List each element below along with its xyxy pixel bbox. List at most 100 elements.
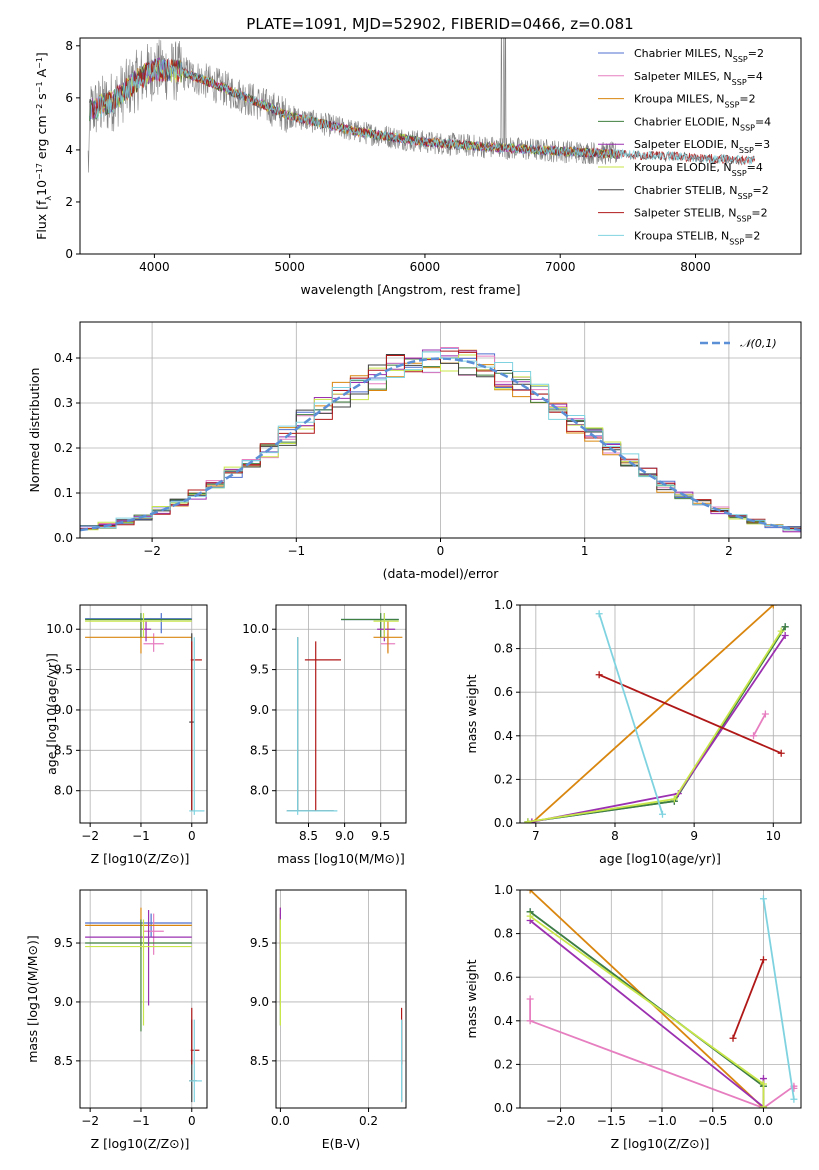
errorbar-point-8	[189, 637, 205, 815]
histogram-8	[80, 351, 801, 531]
x-tick-label: −2.0	[546, 1114, 575, 1128]
errorbar-point-6	[286, 637, 334, 812]
weight-series-5	[526, 912, 767, 1108]
x-tick-label: −1	[132, 1114, 150, 1128]
legend-entry: Salpeter STELIB, NSSP=2	[634, 207, 768, 224]
weight-series-4	[528, 632, 789, 823]
errorbar-point-7	[304, 641, 341, 811]
weight-marker	[781, 632, 789, 640]
weight-marker	[729, 1034, 737, 1042]
y-tick-label: 1.0	[494, 883, 513, 897]
residuals-panel: −2 −1 0 1 2 0.0 0.1 0.2 0.3 0.4 𝒩(0,1) (data-model)…	[27, 321, 802, 581]
y-tick-label: 6	[65, 91, 73, 105]
x-tick-label: −1.0	[647, 1114, 676, 1128]
errorbar-point-5	[373, 613, 399, 638]
x-tick-label: 7000	[545, 260, 576, 274]
errorbar-point-0	[341, 613, 399, 634]
y-tick-label: 0.3	[54, 396, 73, 410]
legend-entry: Kroupa MILES, NSSP=2	[634, 93, 756, 110]
weight-marker	[759, 1103, 767, 1108]
weight-marker	[526, 912, 534, 920]
x-tick-label: −2	[81, 1114, 99, 1128]
y-tick-label: 9.5	[54, 936, 73, 950]
y-tick-label: 0.4	[494, 1014, 513, 1028]
y-tick-label: 0.2	[494, 772, 513, 786]
y-tick-label: 0.0	[494, 1101, 513, 1115]
x-axis-label: Z [log10(Z/Z⊙)]	[91, 1136, 190, 1151]
x-axis-label: wavelength [Angstrom, rest frame]	[300, 282, 520, 297]
model-spectrum-8	[94, 58, 756, 165]
axes-frame	[275, 604, 407, 824]
x-tick-label: 0	[437, 544, 445, 558]
x-axis-label: mass [log10(M/M⊙)]	[277, 851, 405, 866]
weight-line	[598, 613, 664, 815]
mass-vs-ebv-panel: 0.0 0.2 8.5 9.0 9.5 E(B-V)	[250, 889, 407, 1151]
plot-area	[85, 613, 205, 815]
plot-area	[87, 38, 756, 173]
plot-area	[80, 347, 801, 533]
x-tick-label: 2	[725, 544, 733, 558]
errorbar-point-8	[286, 637, 338, 815]
axes-frame	[519, 604, 802, 824]
legend-entry: Salpeter ELODIE, NSSP=3	[634, 138, 770, 155]
y-tick-label: 10.0	[46, 622, 73, 636]
errorbar-point-4	[377, 621, 396, 642]
weight-marker	[750, 732, 758, 740]
errorbar-point-2	[373, 621, 403, 654]
x-tick-label: −1	[287, 544, 305, 558]
axes-frame	[79, 889, 208, 1109]
plot-area	[85, 907, 202, 1103]
y-tick-label: 8.5	[54, 743, 73, 757]
weight-series-2	[528, 605, 777, 823]
weight-marker	[526, 1017, 534, 1025]
weight-marker	[595, 671, 603, 679]
errorbar-point-0	[85, 613, 192, 634]
axes-frame	[275, 889, 407, 1109]
plot-area	[524, 605, 789, 823]
errorbar-point-2	[85, 621, 192, 654]
weight-marker	[595, 610, 603, 618]
weight-marker	[670, 795, 678, 803]
y-tick-label: 0.6	[494, 685, 513, 699]
massweight-vs-age-panel: 7 8 9 10 0.0 0.2 0.4 0.6 0.8 1.0 age [log10(age/yr…	[464, 598, 802, 866]
y-tick-label: 9.5	[250, 663, 269, 677]
legend-entry: 𝒩(0,1)	[740, 337, 777, 350]
x-tick-label: 6000	[410, 260, 441, 274]
errorbar-point-5	[85, 613, 192, 638]
weight-line	[531, 634, 786, 823]
y-tick-label: 9.5	[54, 663, 73, 677]
weight-marker	[769, 605, 777, 609]
y-tick-label: 2	[65, 195, 73, 209]
y-tick-label: 10.0	[242, 622, 269, 636]
weight-series-4	[526, 917, 767, 1108]
x-axis-label: age [log10(age/yr)]	[599, 851, 721, 866]
plot-area	[279, 907, 403, 1103]
weight-line	[598, 673, 782, 755]
y-tick-label: 8.0	[54, 784, 73, 798]
y-tick-label: 9.0	[54, 995, 73, 1009]
errorbar-point-1	[143, 913, 164, 955]
x-tick-label: 0.0	[271, 1114, 290, 1128]
legend-entry: Kroupa ELODIE, NSSP=4	[634, 161, 763, 178]
y-tick-label: 8.5	[250, 1054, 269, 1068]
spectrum-panel: 4000 5000 6000 7000 8000 0 2 4 6 8 wavelength [Ang…	[34, 37, 802, 297]
legend-entry: Salpeter MILES, NSSP=4	[634, 70, 763, 87]
weight-marker	[759, 956, 767, 964]
y-tick-label: 0.2	[54, 441, 73, 455]
weight-line	[762, 898, 795, 1100]
weight-marker	[658, 810, 666, 818]
plot-area	[526, 890, 798, 1108]
errorbar-point-1	[143, 633, 164, 652]
legend-entry: Chabrier MILES, NSSP=2	[634, 47, 764, 64]
plot-area	[286, 613, 403, 815]
x-tick-label: 9	[690, 829, 698, 843]
x-tick-label: 8.5	[299, 829, 318, 843]
mass-vs-z-panel: −2 −1 0 8.5 9.0 9.5 Z [log10(Z/Z⊙)] mass [log10…	[25, 889, 208, 1151]
x-tick-label: −2	[143, 544, 161, 558]
x-tick-label: −2	[81, 829, 99, 843]
y-tick-label: 9.0	[54, 703, 73, 717]
errorbar-point-4	[85, 910, 192, 1006]
svg-text:Flux [fλ10−17 erg cm−2 s−1 A−1: Flux [fλ10−17 erg cm−2 s−1 A−1]	[34, 52, 53, 240]
y-tick-label: 0.2	[494, 1057, 513, 1071]
y-tick-label: 1.0	[494, 598, 513, 612]
